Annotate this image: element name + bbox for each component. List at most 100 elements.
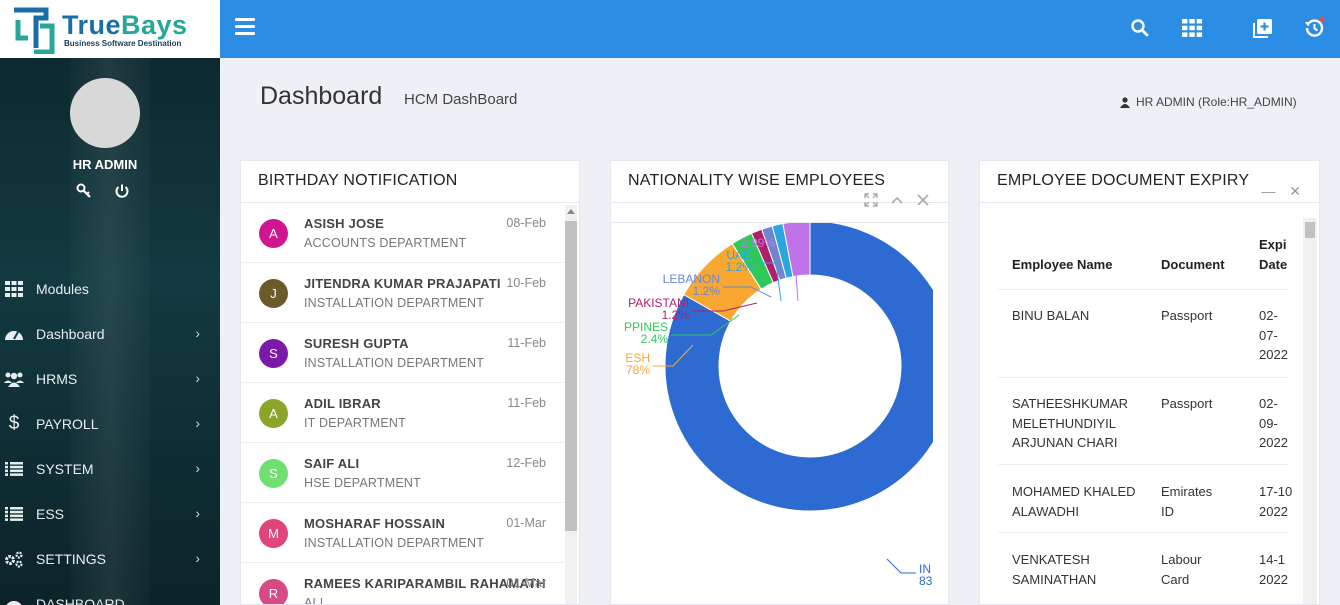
birthday-date: 11-Feb — [507, 396, 546, 410]
employee-name: ALAWADHI — [1012, 503, 1079, 519]
sidebar-background — [70, 58, 150, 605]
avatar[interactable] — [70, 78, 140, 148]
pie-label-name: LEBANON — [663, 272, 720, 286]
top-bar — [220, 0, 1340, 58]
close-icon[interactable] — [916, 193, 930, 207]
pie-label-value: 1.2% — [693, 284, 721, 298]
avatar: S — [259, 339, 288, 368]
pie-label-line — [793, 246, 799, 302]
dashboard-icon — [3, 595, 25, 605]
department: ALI — [304, 596, 324, 605]
sidebar-item-modules[interactable]: Modules — [0, 266, 220, 311]
sidebar-item-label: HRMS — [36, 370, 78, 387]
sidebar-item-dashboard[interactable]: Dashboard › — [0, 311, 220, 356]
row-divider — [998, 377, 1288, 378]
sidebar-item-dashboard-2[interactable]: DASHBOARD — [0, 581, 220, 605]
list-item[interactable]: S SAIF ALI HSE DEPARTMENT 12-Feb — [241, 443, 564, 503]
close-icon[interactable]: ✕ — [1289, 183, 1301, 199]
chevron-right-icon: › — [195, 505, 200, 521]
list-item[interactable]: S SURESH GUPTA INSTALLATION DEPARTMENT 11-F… — [241, 323, 564, 383]
chevron-right-icon: › — [195, 550, 200, 566]
pie-slice[interactable] — [782, 223, 811, 278]
scrollbar-thumb[interactable] — [1305, 222, 1315, 238]
power-icon[interactable] — [114, 183, 130, 199]
employee-name: MOSHARAF HOSSAIN — [304, 516, 446, 531]
birthday-date: 11-Feb — [507, 336, 546, 350]
apps-grid-icon[interactable] — [1180, 16, 1204, 40]
pie-label-name: PAKISTANI — [628, 296, 689, 310]
dashboard-icon — [3, 325, 25, 343]
avatar: A — [259, 219, 288, 248]
pie-label-name: PPINES — [624, 320, 668, 334]
pie-label-line — [653, 344, 694, 367]
column-header: Date — [1259, 257, 1288, 272]
document-type: Passport — [1161, 308, 1213, 323]
department: IT DEPARTMENT — [304, 416, 406, 430]
department: INSTALLATION DEPARTMENT — [304, 296, 485, 310]
document-type: Emirates — [1161, 484, 1213, 499]
row-divider — [998, 532, 1288, 533]
scrollbar[interactable] — [565, 205, 577, 604]
history-icon[interactable] — [1302, 16, 1326, 40]
expiry-date: 02- — [1259, 396, 1278, 411]
logo[interactable]: TrueBays Business Software Destination — [0, 0, 220, 58]
sidebar-item-system[interactable]: SYSTEM › — [0, 446, 220, 491]
minimize-icon[interactable]: — — [1261, 183, 1276, 199]
pie-label-line — [691, 302, 758, 312]
document-expiry-panel: EMPLOYEE DOCUMENT EXPIRY — ✕ Employee Na… — [979, 160, 1320, 605]
list-item[interactable]: R RAMEES KARIPARAMBIL RAHAMATH ALI 01-Mar — [241, 563, 564, 605]
sidebar-item-label: Modules — [36, 280, 89, 297]
expand-icon[interactable] — [864, 193, 878, 207]
list-icon — [3, 460, 25, 478]
sidebar-item-ess[interactable]: ESS › — [0, 491, 220, 536]
dollar-icon: $ — [8, 412, 20, 434]
panel-title: NATIONALITY WISE EMPLOYEES — [611, 161, 948, 203]
avatar: R — [259, 579, 288, 604]
pie-slice[interactable] — [664, 223, 949, 512]
department: HSE DEPARTMENT — [304, 476, 421, 490]
list-icon — [3, 505, 25, 523]
scrollbar-thumb[interactable] — [565, 221, 577, 531]
nationality-donut-chart: UAE1.2%LEBANON1.2%PAKISTANI1.2%PPINES2.4… — [624, 223, 949, 588]
sidebar-item-label: SYSTEM — [36, 460, 94, 477]
sidebar-item-label: PAYROLL — [36, 415, 99, 432]
key-icon[interactable] — [76, 183, 92, 199]
sidebar-item-hrms[interactable]: HRMS › — [0, 356, 220, 401]
pie-label-line — [671, 314, 740, 336]
birthday-panel: BIRTHDAY NOTIFICATION A ASISH JOSE ACCOUNT… — [240, 160, 580, 605]
avatar: A — [259, 399, 288, 428]
grid-icon — [3, 280, 25, 298]
sidebar-item-label: ESS — [36, 505, 65, 522]
expiry-date: 2022 — [1259, 571, 1288, 587]
employee-name: ARJUNAN CHARI — [1012, 435, 1118, 450]
document-type: Card — [1161, 571, 1190, 587]
sidebar: HR ADMIN Modules Dashboard › — [0, 58, 220, 605]
add-window-icon[interactable] — [1251, 16, 1275, 40]
user-role: HR ADMIN (Role:HR_ADMIN) — [1120, 95, 1297, 109]
list-item[interactable]: J JITENDRA KUMAR PRAJAPATI INSTALLATION DE… — [241, 263, 564, 323]
list-item[interactable]: A ADIL IBRAR IT DEPARTMENT 11-Feb — [241, 383, 564, 443]
avatar: M — [259, 519, 288, 548]
expiry-date: 09- — [1259, 415, 1278, 431]
list-item[interactable]: A ASISH JOSE ACCOUNTS DEPARTMENT 08-Feb — [241, 203, 564, 263]
chevron-right-icon: › — [195, 415, 200, 431]
birthday-date: 10-Feb — [506, 276, 546, 290]
sidebar-item-payroll[interactable]: $ PAYROLL › — [0, 401, 220, 446]
birthday-date: 01-Mar — [506, 576, 546, 590]
employee-name: RAMEES KARIPARAMBIL RAHAMATH — [304, 576, 546, 591]
list-item[interactable]: M MOSHARAF HOSSAIN INSTALLATION DEPARTMENT… — [241, 503, 564, 563]
sidebar-item-label: Dashboard — [36, 325, 105, 342]
logo-title: TrueBays — [62, 9, 188, 40]
scrollbar[interactable] — [1303, 218, 1317, 604]
pie-label-value: 2.4% — [641, 332, 669, 346]
sidebar-item-settings[interactable]: SETTINGS › — [0, 536, 220, 581]
collapse-icon[interactable] — [890, 193, 904, 207]
search-icon[interactable] — [1128, 16, 1152, 40]
pie-label-name: IN — [919, 562, 931, 576]
employee-name: SURESH GUPTA — [304, 336, 409, 351]
department: INSTALLATION DEPARTMENT — [304, 536, 485, 550]
hamburger-menu-icon[interactable] — [235, 18, 255, 36]
row-divider — [998, 464, 1288, 465]
department: INSTALLATION DEPARTMENT — [304, 356, 485, 370]
sidebar-item-label: DASHBOARD — [36, 595, 125, 605]
